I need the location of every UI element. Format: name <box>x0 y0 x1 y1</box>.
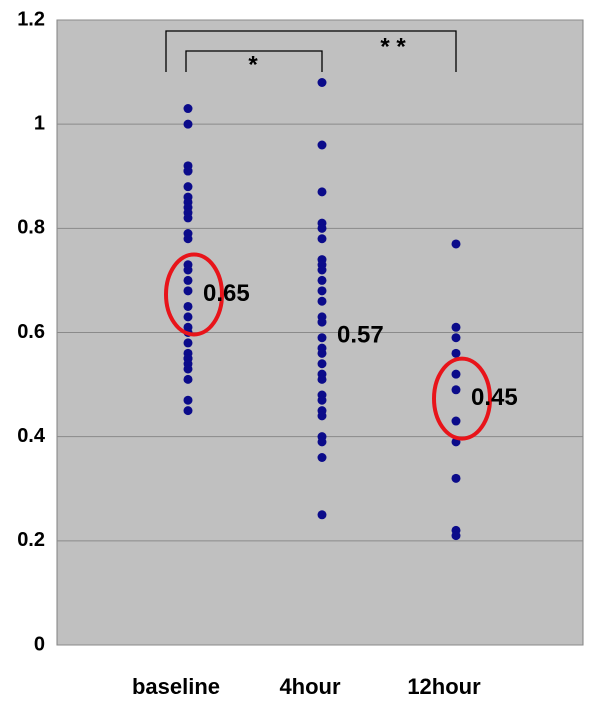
data-point <box>183 265 193 275</box>
data-point <box>317 234 327 244</box>
data-point <box>317 265 327 275</box>
y-tick-label: 0.4 <box>17 425 46 447</box>
data-point <box>451 333 461 343</box>
significance-mark: * * <box>380 33 406 60</box>
y-tick-label: 0.6 <box>17 321 45 343</box>
data-point <box>317 286 327 296</box>
data-point <box>183 234 193 244</box>
data-point <box>317 359 327 369</box>
data-point <box>317 510 327 520</box>
data-point <box>451 416 461 426</box>
data-point <box>183 166 193 176</box>
data-point <box>317 223 327 233</box>
data-point <box>317 333 327 343</box>
data-point <box>317 140 327 150</box>
y-tick-label: 0.2 <box>17 529 45 551</box>
data-point <box>317 395 327 405</box>
y-tick-label: 1.2 <box>17 8 45 30</box>
y-tick-label: 0.8 <box>17 217 45 239</box>
data-point <box>183 213 193 223</box>
data-point <box>451 369 461 379</box>
mean-marker <box>164 252 224 337</box>
mean-label: 0.57 <box>337 321 384 348</box>
y-tick-label: 1 <box>34 112 45 134</box>
data-point <box>451 385 461 395</box>
x-tick-label: 12hour <box>407 674 481 699</box>
data-point <box>183 312 193 322</box>
data-point <box>317 348 327 358</box>
data-point <box>317 187 327 197</box>
data-point <box>183 301 193 311</box>
data-point <box>183 182 193 192</box>
data-point <box>317 437 327 447</box>
data-point <box>317 275 327 285</box>
data-point <box>183 406 193 416</box>
significance-bracket <box>185 50 323 72</box>
significance-mark: * <box>248 51 258 78</box>
data-point <box>183 374 193 384</box>
data-point <box>451 473 461 483</box>
data-point <box>183 338 193 348</box>
significance-bracket <box>165 30 457 72</box>
mean-marker <box>432 356 492 441</box>
data-point <box>183 395 193 405</box>
mean-label: 0.65 <box>203 280 250 307</box>
data-point <box>451 239 461 249</box>
data-point <box>183 286 193 296</box>
data-point <box>317 411 327 421</box>
data-point <box>183 104 193 114</box>
data-point <box>451 531 461 541</box>
data-point <box>183 275 193 285</box>
data-point <box>317 453 327 462</box>
data-point <box>451 348 461 358</box>
data-point <box>317 296 327 306</box>
mean-label: 0.45 <box>471 384 518 411</box>
data-point <box>317 374 327 384</box>
data-point <box>183 364 193 374</box>
data-point <box>317 317 327 327</box>
x-tick-label: 4hour <box>279 674 341 699</box>
data-point <box>317 78 327 87</box>
x-tick-label: baseline <box>132 674 220 699</box>
y-tick-label: 0 <box>34 633 45 655</box>
data-point <box>451 322 461 332</box>
data-point <box>183 119 193 129</box>
